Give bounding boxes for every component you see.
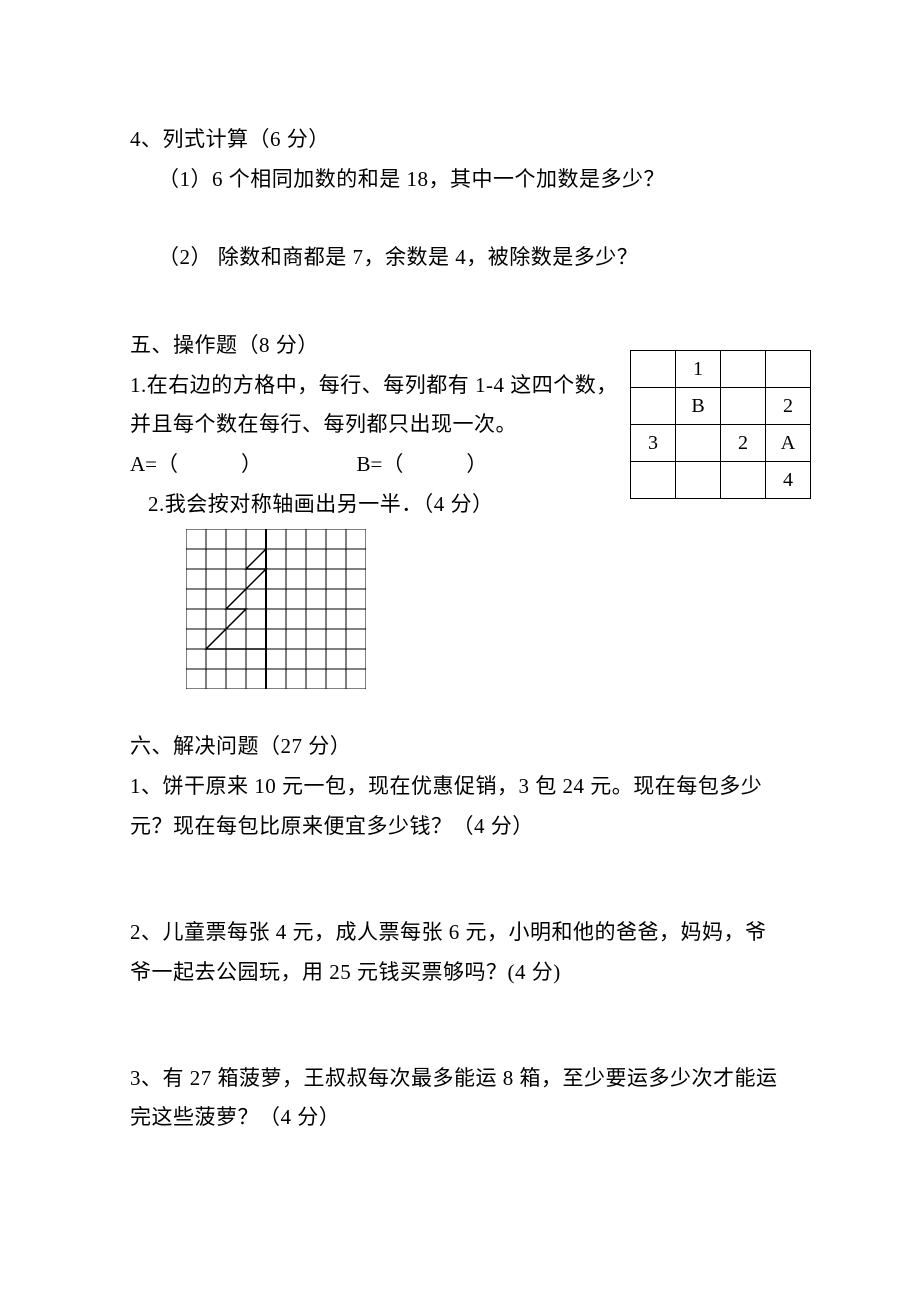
table-row: 1 xyxy=(631,351,811,388)
spacer xyxy=(130,689,800,727)
spacer xyxy=(130,278,800,326)
q6-p1b: 元？现在每包比原来便宜多少钱？（4 分） xyxy=(130,807,800,847)
cell xyxy=(721,462,766,499)
cell xyxy=(766,351,811,388)
cell xyxy=(721,351,766,388)
q6-p2b: 爷一起去公园玩，用 25 元钱买票够吗？(4 分) xyxy=(130,953,800,993)
spacer xyxy=(130,895,800,913)
table-row: 3 2 A xyxy=(631,425,811,462)
cell xyxy=(676,462,721,499)
latin-square-table: 1 B 2 3 2 A 4 xyxy=(630,350,811,499)
table-row: B 2 xyxy=(631,388,811,425)
spacer xyxy=(130,1041,800,1059)
cell: 2 xyxy=(766,388,811,425)
cell xyxy=(631,462,676,499)
q6-p1a: 1、饼干原来 10 元一包，现在优惠促销，3 包 24 元。现在每包多少 xyxy=(130,767,800,807)
q6-p3a: 3、有 27 箱菠萝，王叔叔每次最多能运 8 箱，至少要运多少次才能运 xyxy=(130,1059,800,1099)
cell: B xyxy=(676,388,721,425)
cell xyxy=(631,351,676,388)
cell xyxy=(676,425,721,462)
symmetry-grid xyxy=(186,529,366,689)
q5-sub1a: 1.在右边的方格中，每行、每列都有 1-4 这四个数， xyxy=(130,366,620,406)
cell: 2 xyxy=(721,425,766,462)
spacer xyxy=(130,993,800,1041)
q5-sub2: 2.我会按对称轴画出另一半．（4 分） xyxy=(130,485,620,525)
q5-ab: A=（ ） B=（ ） xyxy=(130,445,620,485)
q4-heading: 4、列式计算（6 分） xyxy=(130,120,800,160)
q4-sub1: （1）6 个相同加数的和是 18，其中一个加数是多少？ xyxy=(130,160,800,200)
q4-sub2: （2） 除数和商都是 7，余数是 4，被除数是多少？ xyxy=(130,238,800,278)
cell: 3 xyxy=(631,425,676,462)
cell: 1 xyxy=(676,351,721,388)
table-row: 4 xyxy=(631,462,811,499)
q6-heading: 六、解决问题（27 分） xyxy=(130,727,800,767)
cell xyxy=(721,388,766,425)
cell: 4 xyxy=(766,462,811,499)
cell: A xyxy=(766,425,811,462)
symmetry-svg xyxy=(186,529,366,689)
spacer xyxy=(130,847,800,895)
cell xyxy=(631,388,676,425)
page: 4、列式计算（6 分） （1）6 个相同加数的和是 18，其中一个加数是多少？ … xyxy=(0,0,920,1302)
spacer xyxy=(130,200,800,238)
q5-block: 1.在右边的方格中，每行、每列都有 1-4 这四个数， 并且每个数在每行、每列都… xyxy=(130,366,620,526)
q6-p2a: 2、儿童票每张 4 元，成人票每张 6 元，小明和他的爸爸，妈妈，爷 xyxy=(130,913,800,953)
q5-sub1b: 并且每个数在每行、每列都只出现一次。 xyxy=(130,405,620,445)
q6-p3b: 完这些菠萝？（4 分） xyxy=(130,1098,800,1138)
